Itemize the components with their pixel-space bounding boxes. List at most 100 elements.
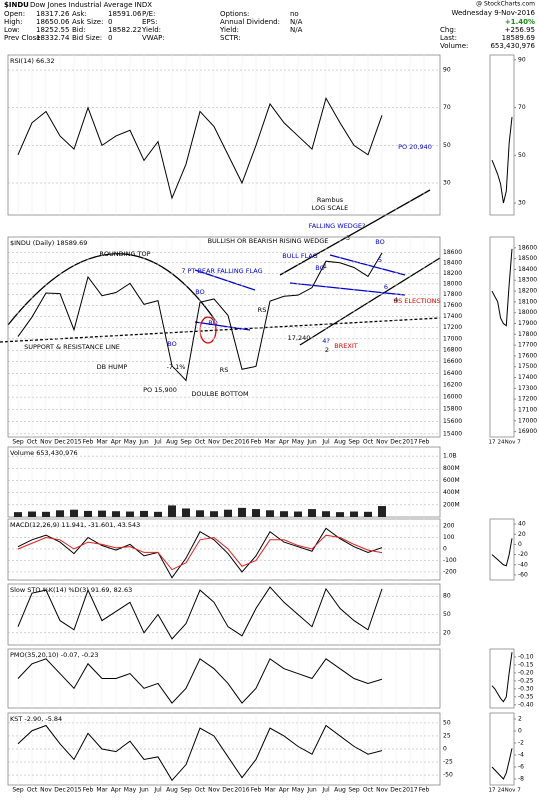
x-tick-label: Feb [251, 787, 262, 794]
x-tick-label: Feb [83, 439, 94, 446]
mini-tick-label: -8 [518, 776, 524, 783]
mini-tick-label: -60 [518, 571, 528, 578]
annotation: DB HUMP [97, 363, 128, 371]
mini-frame [489, 236, 515, 438]
mini-tick-label: 0 [518, 728, 522, 735]
series-line [17, 252, 383, 382]
x-tick-label: May [124, 439, 137, 446]
x-tick-label: Oct [363, 439, 374, 446]
x-tick-label: Aug [334, 439, 346, 446]
field-value: 0 [108, 34, 112, 42]
x-tick-label: Nov [208, 787, 220, 794]
y-tick-label: -200 [443, 568, 457, 575]
date: Wednesday 9-Nov-2016 [451, 9, 535, 17]
x-tick-label: May [124, 787, 137, 794]
y-tick-label: 15400 [443, 430, 462, 437]
x-tick-label: Feb [251, 439, 262, 446]
x-tick-label: Dec [390, 439, 402, 446]
bar [182, 508, 190, 517]
mini-x-label: 17 [489, 788, 496, 794]
mini-tick-label: 18000 [518, 309, 537, 316]
y-tick-label: 50 [443, 142, 451, 149]
mini-line [491, 248, 513, 327]
x-tick-label: Jul [153, 787, 162, 794]
mini-x-label: 24 [498, 440, 505, 446]
x-tick-label: Nov [376, 439, 388, 446]
y-tick-label: 16800 [443, 347, 462, 354]
x-tick-label: Oct [27, 787, 38, 794]
annotation: 17,240 [288, 334, 311, 342]
field-value: 18650.06 [36, 18, 70, 26]
y-tick-label: 200M [443, 501, 460, 508]
y-tick-label: 17200 [443, 324, 462, 331]
field-label: Low: [4, 26, 20, 34]
x-tick-label: Nov [40, 787, 52, 794]
annotation: BULLISH OR BEARISH RISING WEDGE [208, 237, 329, 245]
annotation: BO [315, 264, 324, 272]
mini-line [491, 652, 513, 703]
symbol-name: Dow Jones Industrial Average INDX [30, 1, 152, 9]
bar [322, 511, 330, 517]
mini-line [491, 748, 513, 780]
series-line [17, 97, 383, 200]
mini-tick-label: -0.20 [518, 669, 534, 676]
x-tick-label: Jul [321, 787, 330, 794]
x-tick-label: Dec [54, 439, 66, 446]
annotation: PO 20,940 [398, 143, 432, 151]
x-tick-label: Nov [376, 787, 388, 794]
x-tick-label: Jul [321, 439, 330, 446]
mini-tick-label: 18500 [518, 255, 537, 262]
x-tick-label: Apr [279, 439, 290, 446]
bar [84, 510, 92, 517]
x-tick-label: Aug [334, 787, 346, 794]
annotation: BO [167, 340, 176, 348]
bar [378, 506, 386, 517]
flag-line [289, 282, 406, 296]
x-tick-label: Apr [279, 787, 290, 794]
x-tick-label: 2016 [234, 787, 249, 794]
mini-tick-label: 17000 [518, 417, 537, 424]
x-tick-label: Mar [264, 439, 276, 446]
field-value: N/A [290, 18, 303, 26]
mini-tick-label: 17500 [518, 363, 537, 370]
annotation: RS [220, 366, 229, 374]
mini-x-label: 24 [498, 788, 505, 794]
field-value: no [290, 10, 299, 18]
x-tick-label: Nov [208, 439, 220, 446]
annotation: RS [258, 306, 267, 314]
annotation: PO 15,900 [143, 386, 177, 394]
mini-line [491, 117, 513, 204]
x-tick-label: Aug [166, 787, 178, 794]
x-tick-label: Feb [419, 439, 430, 446]
x-tick-label: Mar [264, 787, 276, 794]
panel-title: Volume 653,430,976 [10, 449, 78, 457]
mini-tick-label: 17300 [518, 385, 537, 392]
mini-frame [489, 648, 515, 709]
x-tick-label: Sep [348, 787, 360, 794]
x-tick-label: 2015 [66, 787, 81, 794]
mini-tick-label: 20 [518, 531, 526, 538]
quote-label: Volume: [440, 42, 468, 50]
x-tick-label: Sep [12, 439, 24, 446]
bar [308, 509, 316, 517]
x-tick-label: Dec [222, 787, 234, 794]
series-line [17, 586, 383, 640]
wedge-bottom [299, 257, 441, 346]
y-tick-label: 17000 [443, 335, 462, 342]
annotation: Rambus [317, 196, 344, 204]
source: @ StockCharts.com [476, 1, 535, 8]
field-label: Bid: [72, 26, 86, 34]
y-tick-label: 50 [443, 611, 451, 618]
bar [168, 505, 176, 517]
mini-frame [489, 54, 515, 216]
mini-tick-label: 40 [518, 521, 526, 528]
y-tick-label: 1.0B [443, 453, 457, 460]
support-line [0, 317, 441, 343]
annotation: BULL FLAG [282, 252, 317, 260]
y-tick-label: 100 [443, 534, 455, 541]
mini-tick-label: 17100 [518, 406, 537, 413]
mini-tick-label: 16900 [518, 428, 537, 435]
field-label: VWAP: [142, 34, 165, 42]
annotation: -7.1% [167, 363, 186, 371]
